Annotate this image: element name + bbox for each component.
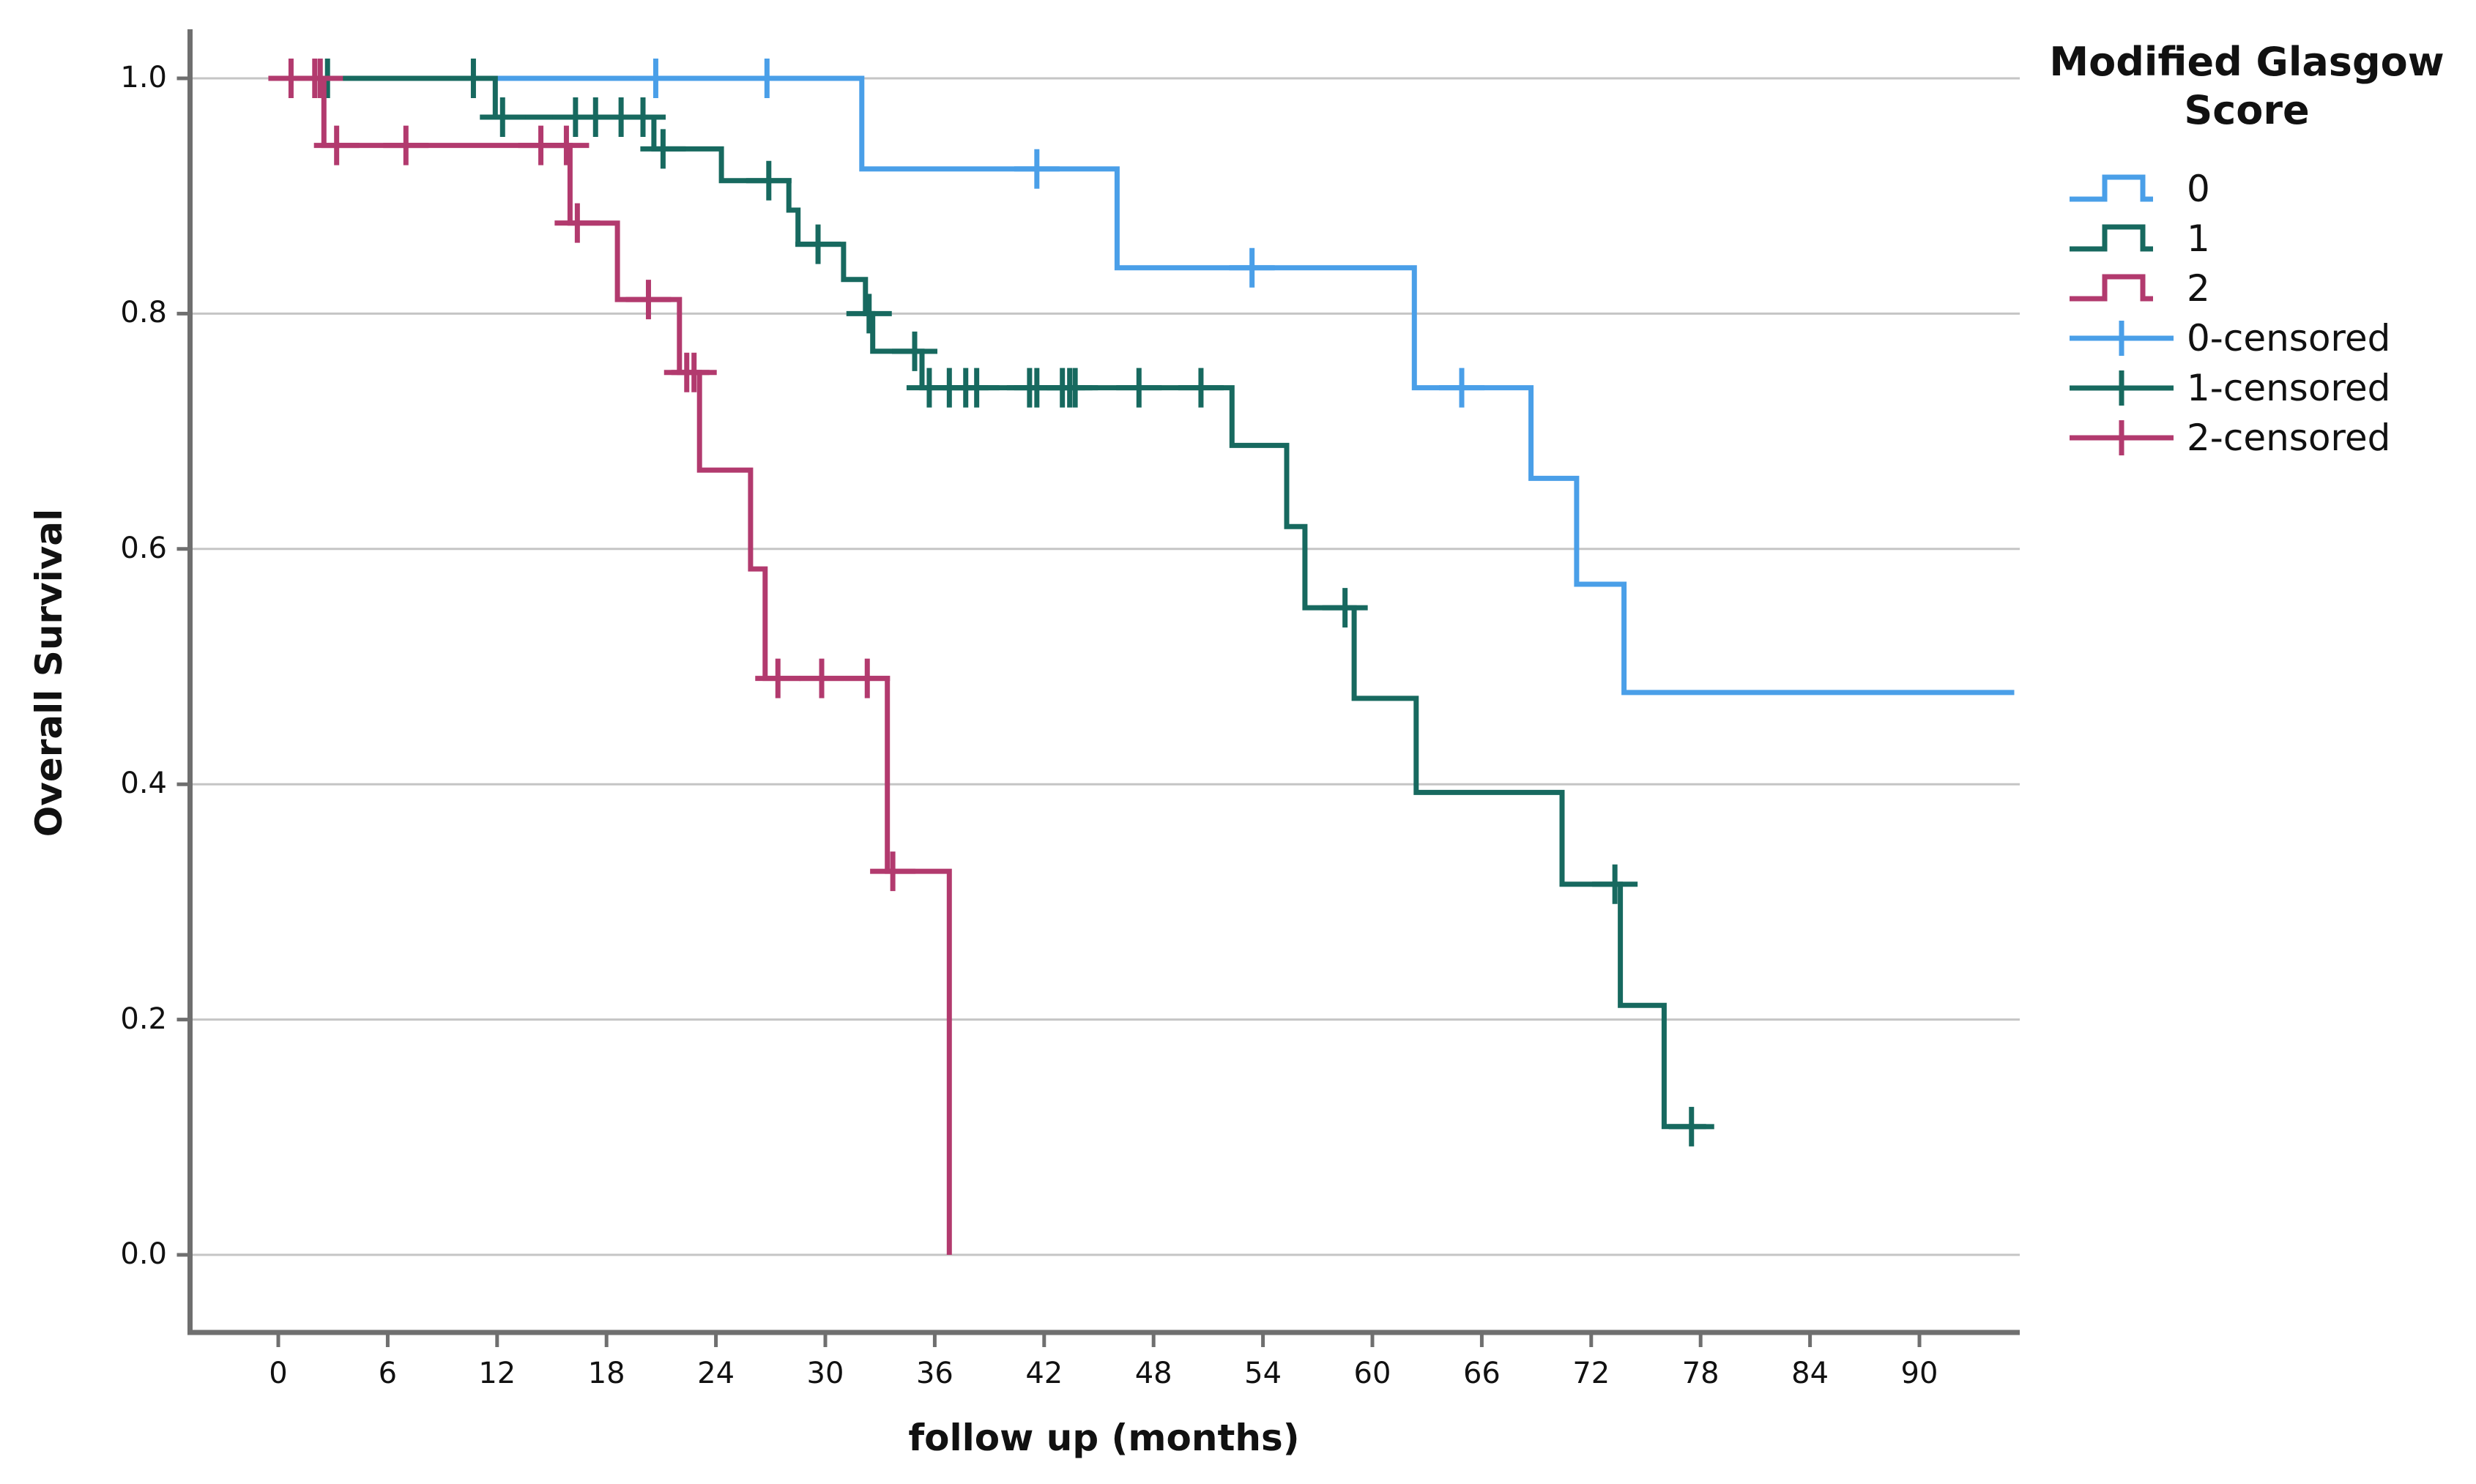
legend-item-0: 0 — [2023, 164, 2471, 214]
x-tick-label-84: 84 — [1791, 1357, 1829, 1390]
legend-step-line-icon — [2070, 174, 2153, 202]
x-tick-label-0: 0 — [269, 1357, 288, 1390]
x-tick-label-12: 12 — [478, 1357, 516, 1390]
legend-sample-path — [2070, 321, 2174, 356]
x-tick-label-48: 48 — [1134, 1357, 1172, 1390]
legend-title: Modified Glasgow Score — [2023, 38, 2471, 135]
y-axis-title: Overall Survival — [28, 508, 70, 838]
legend-item-label: 1 — [2187, 217, 2210, 260]
x-tick-label-54: 54 — [1244, 1357, 1282, 1390]
legend-censor-cross-icon — [2070, 321, 2174, 356]
legend: Modified Glasgow Score 0 1 2 0-censored 1-ce… — [2023, 38, 2471, 463]
x-tick-label-30: 30 — [806, 1357, 844, 1390]
legend-title-line2: Score — [2184, 87, 2310, 133]
legend-censor-cross-icon — [2070, 420, 2174, 455]
x-tick-label-36: 36 — [915, 1357, 953, 1390]
x-axis-title: follow up (months) — [908, 1417, 1300, 1459]
legend-step-line-icon — [2070, 224, 2153, 252]
survival-curve-1 — [278, 75, 1706, 1130]
x-tick-label-42: 42 — [1025, 1357, 1063, 1390]
legend-item-1: 1 — [2023, 214, 2471, 264]
legend-item-0-censored: 0-censored — [2023, 313, 2471, 363]
x-tick-label-78: 78 — [1681, 1357, 1720, 1390]
y-tick-label-0.4: 0.4 — [120, 767, 167, 801]
legend-item-label: 2-censored — [2187, 417, 2391, 459]
legend-item-label: 0-censored — [2187, 317, 2391, 359]
x-tick-label-66: 66 — [1462, 1357, 1501, 1390]
legend-item-label: 1-censored — [2187, 367, 2391, 409]
x-tick-label-6: 6 — [378, 1357, 398, 1390]
survival-curve-2 — [278, 75, 952, 1255]
legend-sample-path — [2070, 274, 2153, 302]
legend-item-1-censored: 1-censored — [2023, 363, 2471, 413]
legend-item-label: 0 — [2187, 168, 2210, 210]
x-tick-label-24: 24 — [697, 1357, 735, 1390]
y-tick-label-0.8: 0.8 — [120, 296, 167, 330]
y-tick-label-1.0: 1.0 — [120, 61, 167, 94]
legend-item-2-censored: 2-censored — [2023, 413, 2471, 463]
legend-item-2: 2 — [2023, 264, 2471, 313]
legend-sample-path — [2070, 224, 2153, 252]
legend-censor-cross-icon — [2070, 370, 2174, 406]
y-tick-label-0.0: 0.0 — [120, 1237, 167, 1271]
y-tick-label-0.2: 0.2 — [120, 1002, 167, 1036]
x-tick-label-60: 60 — [1353, 1357, 1391, 1390]
legend-item-label: 2 — [2187, 267, 2210, 310]
legend-sample-path — [2070, 370, 2174, 406]
y-tick-label-0.6: 0.6 — [120, 531, 167, 565]
x-tick-label-72: 72 — [1572, 1357, 1610, 1390]
legend-items: 0 1 2 0-censored 1-censored 2-censored — [2023, 164, 2471, 463]
x-tick-label-18: 18 — [587, 1357, 625, 1390]
legend-step-line-icon — [2070, 274, 2153, 302]
legend-sample-path — [2070, 174, 2153, 202]
legend-sample-path — [2070, 420, 2174, 455]
x-tick-label-90: 90 — [1900, 1357, 1938, 1390]
legend-title-line1: Modified Glasgow — [2049, 39, 2445, 85]
